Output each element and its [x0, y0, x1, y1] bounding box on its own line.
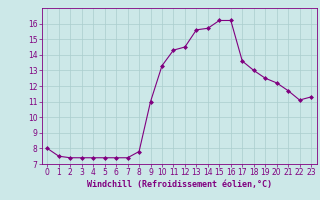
X-axis label: Windchill (Refroidissement éolien,°C): Windchill (Refroidissement éolien,°C)	[87, 180, 272, 189]
